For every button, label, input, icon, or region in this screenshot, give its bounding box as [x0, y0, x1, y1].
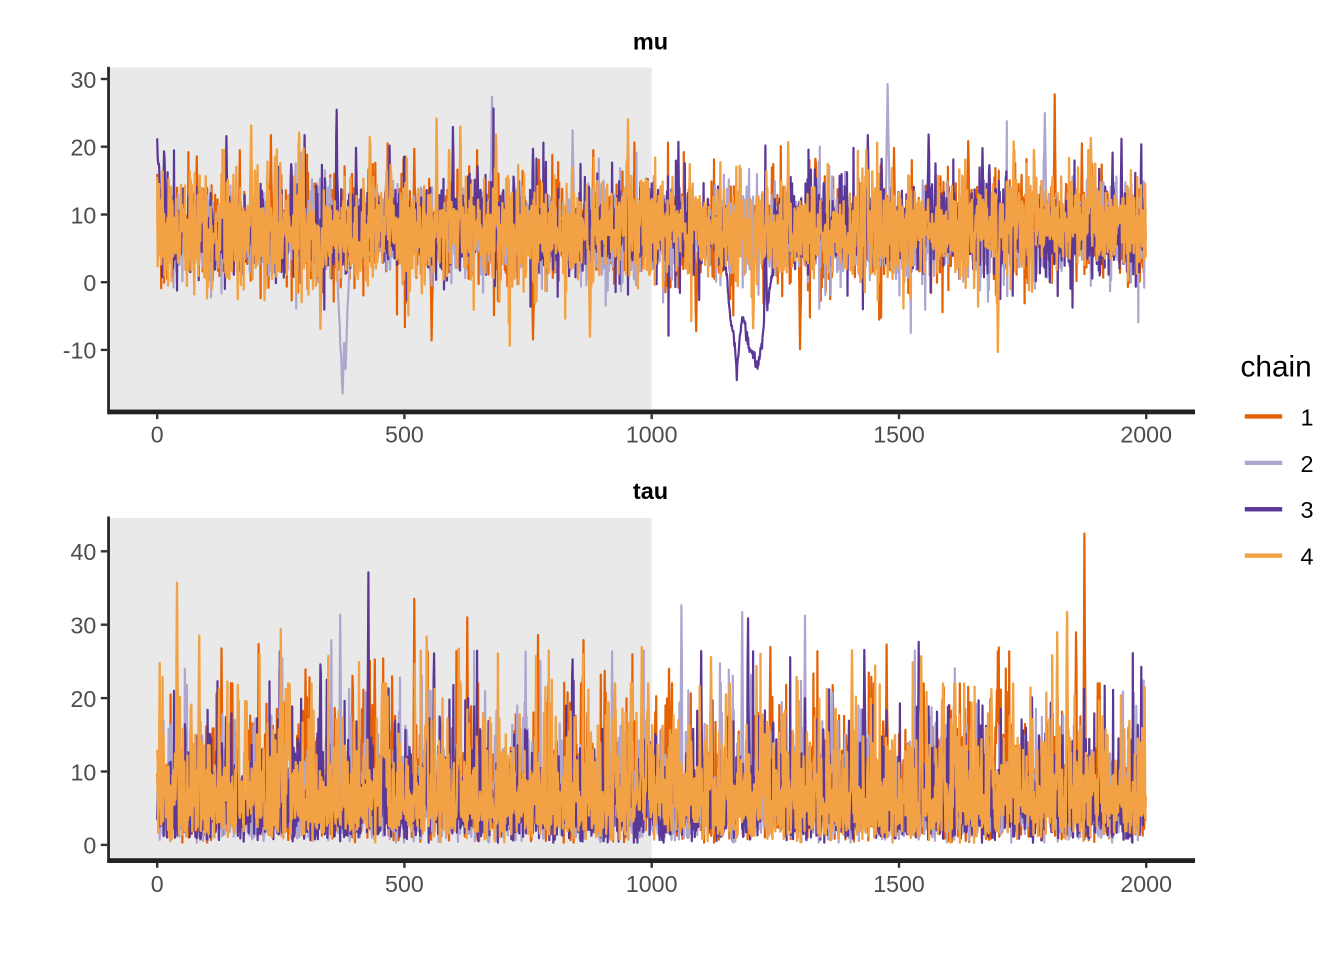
svg-text:30: 30 — [71, 67, 97, 93]
svg-text:10: 10 — [71, 202, 97, 228]
svg-text:1000: 1000 — [626, 871, 678, 897]
svg-text:40: 40 — [71, 539, 97, 565]
svg-text:2000: 2000 — [1120, 871, 1172, 897]
svg-text:2000: 2000 — [1120, 422, 1172, 448]
svg-text:mu: mu — [633, 29, 668, 55]
svg-text:1: 1 — [1301, 404, 1314, 430]
svg-text:30: 30 — [71, 613, 97, 639]
svg-text:4: 4 — [1301, 544, 1314, 570]
svg-text:500: 500 — [385, 871, 424, 897]
svg-text:1000: 1000 — [626, 422, 678, 448]
svg-text:0: 0 — [151, 871, 164, 897]
svg-text:tau: tau — [633, 478, 668, 504]
svg-text:0: 0 — [151, 422, 164, 448]
svg-text:1500: 1500 — [873, 871, 925, 897]
svg-text:20: 20 — [71, 135, 97, 161]
svg-text:0: 0 — [83, 833, 96, 859]
svg-text:chain: chain — [1241, 350, 1312, 383]
svg-text:0: 0 — [83, 270, 96, 296]
svg-text:20: 20 — [71, 686, 97, 712]
svg-text:500: 500 — [385, 422, 424, 448]
svg-text:-10: -10 — [63, 338, 97, 364]
svg-text:3: 3 — [1301, 497, 1314, 523]
svg-text:2: 2 — [1301, 451, 1314, 477]
svg-text:1500: 1500 — [873, 422, 925, 448]
svg-text:10: 10 — [71, 759, 97, 785]
